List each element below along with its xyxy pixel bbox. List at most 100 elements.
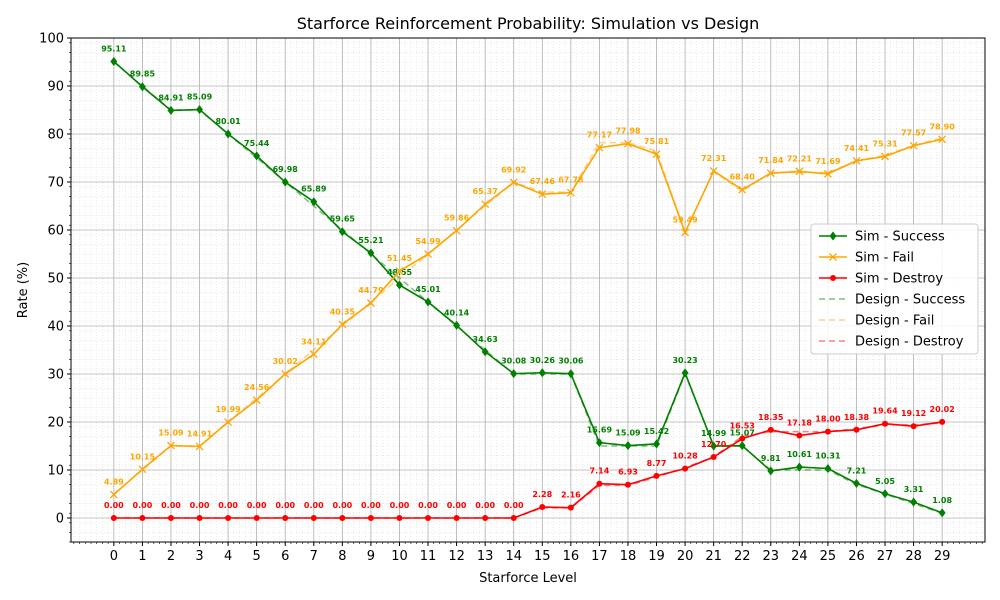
data-point-sim-destroy — [710, 454, 717, 461]
data-point-sim-fail-stroke — [652, 150, 661, 159]
data-label-sim-fail: 51.45 — [387, 254, 413, 263]
data-point-sim-fail — [624, 139, 632, 148]
y-tick-label: 80 — [47, 128, 64, 143]
x-tick-label: 0 — [110, 549, 118, 564]
data-label-sim-success: 30.26 — [530, 356, 556, 365]
data-point-sim-fail — [195, 442, 204, 451]
data-point-sim-success — [395, 280, 403, 290]
data-label-sim-destroy: 0.00 — [418, 501, 438, 510]
data-point-sim-fail-stroke — [252, 396, 261, 405]
data-point-sim-fail-stroke — [167, 441, 175, 450]
data-point-sim-destroy — [539, 504, 546, 511]
y-tick-label: 50 — [47, 272, 64, 287]
data-label-sim-fail: 44.79 — [358, 286, 384, 295]
data-label-sim-fail: 72.31 — [701, 154, 727, 163]
data-point-sim-success — [910, 497, 918, 507]
data-label-sim-fail: 77.98 — [615, 127, 641, 136]
x-tick-label: 1 — [138, 549, 146, 564]
data-point-sim-destroy — [167, 515, 174, 521]
data-label-sim-success: 15.09 — [615, 429, 641, 438]
data-label-sim-destroy: 2.16 — [561, 491, 581, 500]
chart-title: Starforce Reinforcement Probability: Sim… — [297, 14, 760, 33]
data-point-sim-destroy — [253, 515, 260, 521]
data-point-sim-destroy — [596, 480, 603, 487]
data-label-sim-destroy: 0.00 — [104, 501, 124, 510]
x-tick-label: 26 — [848, 549, 865, 564]
data-label-sim-success: 15.07 — [730, 429, 755, 438]
data-label-sim-destroy: 18.00 — [815, 415, 841, 424]
x-tick-label: 8 — [338, 549, 346, 564]
data-point-sim-fail — [681, 228, 690, 237]
data-point-sim-fail-stroke — [538, 190, 547, 199]
data-point-sim-success — [224, 129, 232, 139]
y-tick-label: 100 — [39, 32, 64, 47]
data-point-sim-success — [424, 297, 432, 307]
data-label-sim-success: 40.14 — [444, 308, 470, 317]
data-label-sim-fail: 77.57 — [901, 129, 926, 138]
legend-label-sim-destroy: Sim - Destroy — [855, 272, 943, 287]
x-tick-label: 14 — [505, 549, 522, 564]
data-label-sim-success: 65.89 — [301, 185, 327, 194]
data-point-sim-fail — [738, 185, 747, 194]
x-tick-label: 28 — [905, 549, 922, 564]
data-point-sim-fail — [309, 350, 318, 359]
data-point-sim-fail-stroke — [795, 167, 804, 176]
data-point-sim-success — [595, 438, 603, 448]
data-point-sim-fail — [481, 200, 490, 209]
data-point-sim-destroy — [824, 428, 831, 435]
data-label-sim-destroy: 8.77 — [647, 459, 667, 468]
data-label-sim-destroy: 16.53 — [730, 422, 755, 431]
data-point-sim-success — [453, 320, 461, 330]
data-point-sim-success — [824, 463, 832, 474]
data-point-sim-destroy — [139, 515, 146, 521]
data-point-sim-fail — [281, 369, 290, 378]
data-label-sim-success: 84.91 — [158, 93, 184, 102]
data-point-sim-fail-stroke — [281, 369, 290, 378]
data-label-sim-fail: 59.49 — [672, 215, 698, 224]
data-label-sim-destroy: 17.18 — [787, 419, 813, 428]
data-point-sim-fail-stroke — [823, 169, 832, 178]
data-point-sim-destroy — [396, 515, 403, 521]
data-point-sim-destroy — [196, 515, 203, 521]
data-label-sim-fail: 67.46 — [530, 177, 556, 186]
x-tick-label: 22 — [734, 549, 751, 564]
data-point-sim-fail-stroke — [309, 350, 318, 359]
data-point-sim-fail — [709, 166, 718, 175]
data-label-sim-success: 7.21 — [847, 466, 867, 475]
data-point-sim-fail — [595, 143, 604, 152]
series-line-design-success — [113, 61, 943, 514]
data-point-sim-fail — [366, 299, 375, 307]
data-point-sim-destroy — [853, 426, 860, 433]
data-point-sim-success — [138, 82, 146, 92]
data-point-sim-fail — [795, 167, 804, 176]
data-point-sim-destroy — [282, 515, 289, 521]
x-tick-label: 24 — [791, 549, 808, 564]
data-label-sim-success: 89.85 — [130, 70, 156, 79]
data-point-sim-success — [653, 439, 661, 449]
data-point-sim-fail — [138, 465, 147, 474]
data-point-sim-fail-stroke — [424, 250, 432, 259]
data-label-sim-success: 10.31 — [815, 452, 841, 461]
x-tick-label: 5 — [253, 549, 261, 564]
y-tick-label: 90 — [47, 80, 64, 95]
x-tick-label: 2 — [167, 549, 175, 564]
data-label-sim-destroy: 2.28 — [532, 490, 552, 499]
data-point-sim-fail-stroke — [681, 228, 690, 237]
data-label-sim-destroy: 0.00 — [190, 501, 210, 510]
legend-label-design-fail: Design - Fail — [855, 314, 934, 329]
x-tick-label: 9 — [367, 549, 375, 564]
data-point-sim-fail — [509, 178, 518, 187]
data-label-sim-destroy: 20.02 — [930, 405, 955, 414]
data-point-sim-fail — [395, 267, 404, 275]
data-point-sim-fail-stroke — [881, 152, 889, 161]
data-point-sim-fail — [852, 156, 861, 165]
data-label-sim-success: 1.08 — [932, 496, 952, 505]
data-label-sim-success: 80.01 — [215, 117, 241, 126]
data-point-sim-destroy — [567, 504, 574, 511]
data-point-sim-fail — [652, 150, 661, 159]
data-point-sim-success — [538, 368, 546, 378]
x-tick-label: 27 — [877, 549, 894, 564]
y-tick-label: 30 — [47, 368, 64, 383]
x-tick-label: 18 — [620, 549, 637, 564]
